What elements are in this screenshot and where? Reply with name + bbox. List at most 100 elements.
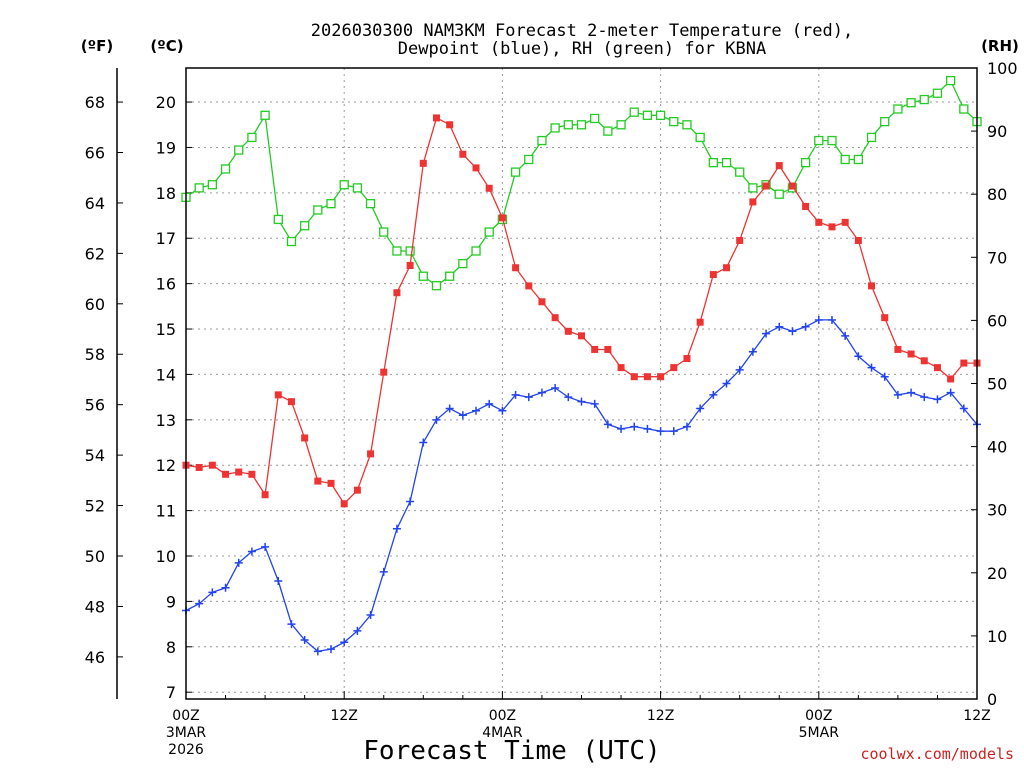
date-tick-label: 5MAR <box>799 725 840 741</box>
temperature-point <box>696 318 704 326</box>
temperature-point <box>907 350 915 358</box>
rh-tick-label: 40 <box>987 438 1007 457</box>
chart-title-line1: 2026030300 NAM3KM Forecast 2-meter Tempe… <box>311 21 853 41</box>
rh-point <box>932 88 943 98</box>
temperature-point <box>261 491 269 499</box>
temperature-point <box>762 182 770 190</box>
dewpoint-point <box>472 406 481 415</box>
dewpoint-point <box>234 558 243 567</box>
rh-point <box>220 164 231 174</box>
rh-point <box>313 205 323 215</box>
dewpoint-point <box>300 635 309 644</box>
rh-point <box>866 132 877 143</box>
series-layer <box>181 75 982 656</box>
temperature-point <box>222 470 230 478</box>
rh-point <box>576 120 587 130</box>
rh-point <box>945 75 956 86</box>
temperature-point <box>815 218 823 226</box>
year-tick-label: 2026 <box>168 742 204 758</box>
rh-point <box>880 116 890 127</box>
temperature-point <box>340 500 348 508</box>
rh-point <box>959 104 969 114</box>
dewpoint-point <box>893 390 902 399</box>
rh-point <box>642 110 653 120</box>
temperature-point <box>736 237 744 245</box>
celsius-tick-label: 19 <box>156 138 176 157</box>
fahrenheit-tick-label: 50 <box>85 547 105 566</box>
dewpoint-point <box>353 626 362 635</box>
dewpoint-point <box>366 611 375 620</box>
dewpoint-point <box>814 315 823 324</box>
rh-point <box>260 110 270 120</box>
temperature-point <box>432 114 440 122</box>
fahrenheit-tick-label: 54 <box>85 446 105 465</box>
temperature-point <box>327 479 335 487</box>
rh-line <box>185 79 978 287</box>
date-tick-label: 4MAR <box>482 725 523 741</box>
temperature-point <box>578 332 585 340</box>
celsius-tick-label: 20 <box>156 93 176 112</box>
temperature-point <box>723 264 731 272</box>
dewpoint-point <box>722 379 731 388</box>
dewpoint-point <box>933 395 942 404</box>
fahrenheit-tick-label: 52 <box>85 497 105 516</box>
time-tick-label: 00Z <box>172 708 199 724</box>
dewpoint-point <box>656 427 665 436</box>
rh-tick-label: 50 <box>987 375 1007 394</box>
temperature-point <box>670 364 678 372</box>
rh-point <box>748 183 758 193</box>
time-tick-label: 00Z <box>805 708 832 724</box>
credit-text: coolwx.com/models <box>860 745 1014 763</box>
fahrenheit-tick-label: 46 <box>85 648 105 667</box>
fahrenheit-tick-label: 58 <box>85 345 105 364</box>
rh-point <box>299 221 310 231</box>
temperature-point <box>314 477 322 485</box>
celsius-tick-label: 14 <box>156 365 176 384</box>
temperature-point <box>301 434 309 442</box>
rh-tick-label: 80 <box>987 185 1007 204</box>
dewpoint-point <box>880 372 889 381</box>
temperature-point <box>287 398 295 406</box>
rh-point <box>735 167 745 177</box>
rh-point <box>550 123 560 133</box>
date-tick-label: 3MAR <box>166 725 207 741</box>
rh-point <box>682 120 692 130</box>
dewpoint-point <box>920 393 929 402</box>
celsius-tick-label: 13 <box>156 411 176 430</box>
temperature-point <box>854 237 862 245</box>
temperature-point <box>235 468 243 476</box>
rh-point <box>827 135 837 146</box>
rh-tick-label: 30 <box>987 501 1007 520</box>
dewpoint-point <box>959 404 968 413</box>
dewpoint-point <box>696 404 705 413</box>
rh-point <box>919 94 929 105</box>
rh-point <box>471 246 481 256</box>
rh-point <box>800 157 811 168</box>
plot-frame <box>185 67 978 700</box>
dewpoint-point <box>340 638 349 647</box>
dewpoint-point <box>946 388 955 397</box>
rh-point <box>207 180 218 190</box>
temperature-point <box>617 364 625 372</box>
time-tick-label: 00Z <box>489 708 516 724</box>
temperature-point <box>195 463 203 471</box>
dewpoint-point <box>748 347 757 356</box>
rh-point <box>458 258 468 269</box>
temperature-point <box>657 373 665 381</box>
celsius-tick-label: 7 <box>166 683 176 702</box>
temperature-point <box>485 184 493 192</box>
dewpoint-point <box>709 390 718 399</box>
dewpoint-point <box>630 422 639 431</box>
dewpoint-point <box>406 497 415 506</box>
dewpoint-point <box>564 393 573 402</box>
fahrenheit-tick-label: 48 <box>85 597 105 616</box>
temperature-point <box>498 214 506 222</box>
dewpoint-point <box>788 327 797 336</box>
temperature-point <box>868 282 876 290</box>
celsius-tick-label: 16 <box>156 275 176 294</box>
dewpoint-point <box>261 542 270 551</box>
rh-point <box>563 120 573 130</box>
rh-point <box>655 110 666 120</box>
rh-point <box>590 113 600 124</box>
